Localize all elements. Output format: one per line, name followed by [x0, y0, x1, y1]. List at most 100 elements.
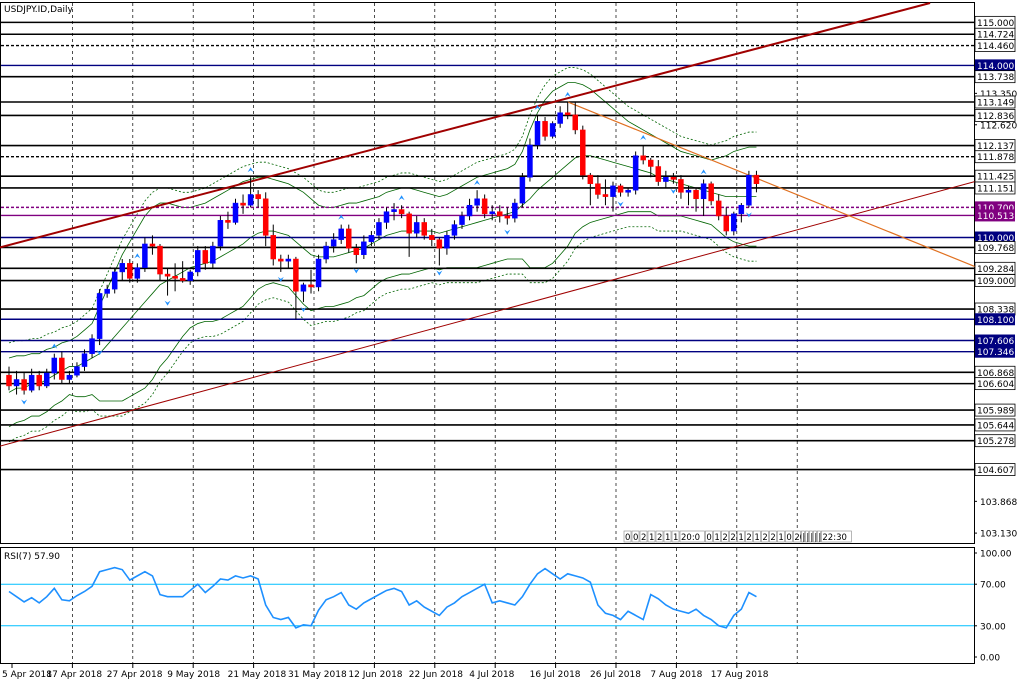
candle-body [225, 220, 231, 223]
tape-cell [639, 530, 648, 543]
price-tick-label: 112.836 [977, 112, 1014, 122]
candle-body [383, 211, 390, 223]
tape-cell-text: 20 [794, 533, 805, 543]
candle-body [625, 189, 631, 193]
tape-cell [785, 530, 793, 543]
candle-body [278, 258, 284, 262]
time-label: 21 May 2018 [228, 670, 287, 680]
candle-body [127, 263, 133, 279]
candle-body [489, 211, 495, 215]
tape-cell-text: 22:30 [822, 533, 847, 543]
price-label-box [974, 274, 1016, 287]
candle-body [413, 222, 420, 234]
tape-cell-text: 2 [762, 533, 767, 543]
candle-body [391, 209, 397, 212]
candle-body [580, 129, 586, 176]
time-label: 31 May 2018 [288, 670, 347, 680]
price-label-box [974, 70, 1016, 84]
candle-body [74, 366, 80, 376]
price-tick-label: 110.000 [977, 234, 1014, 244]
tape-cell [705, 530, 713, 543]
band-upper-outer [8, 67, 757, 344]
candle-body [202, 250, 209, 264]
price-tick-label: 105.644 [977, 421, 1014, 431]
candle-body [210, 245, 216, 264]
candle-body [481, 198, 488, 215]
price-tick-label: 113.350 [980, 90, 1017, 100]
price-tick-label: 109.284 [977, 265, 1014, 275]
trendlines[interactable] [0, 2, 984, 447]
price-label-box [974, 241, 1016, 254]
tape-cell [817, 530, 821, 543]
price-tick-label: 115.000 [977, 19, 1014, 29]
candle-body [270, 235, 276, 260]
candle-body [323, 245, 329, 260]
price-label-box [974, 109, 1016, 122]
candle-body [240, 202, 246, 206]
candle-body [172, 275, 178, 279]
price-tick-label: 114.000 [977, 62, 1014, 72]
tape-cell [671, 530, 680, 543]
candle-body [21, 379, 27, 391]
price-tick-label: 107.346 [977, 348, 1014, 358]
price-label-box [974, 463, 1016, 476]
candle-body [13, 379, 20, 387]
candle-body [179, 278, 186, 281]
candle-body [640, 155, 646, 161]
tape-cell-text: 2 [730, 533, 735, 543]
tape-cell [761, 530, 769, 543]
price-tick-label: 114.724 [977, 31, 1014, 41]
rsi-panel-frame [0, 547, 975, 664]
candle-body [753, 174, 760, 184]
band-lower-outer [8, 226, 757, 443]
bottom-tape: 0 0 2 1 2 1 1 20:0 0 1 2 2 1 2 1 2 2 1 0 20| | | | | 22:30 [623, 530, 852, 543]
candle-body [534, 121, 541, 146]
tape-cell-text: | [818, 533, 821, 543]
price-tick-label: 111.151 [977, 184, 1014, 194]
price-label-bg [975, 313, 1015, 326]
candle-body [504, 215, 511, 219]
tape-cell [753, 530, 761, 543]
candle-body [346, 228, 352, 249]
candle-body [104, 288, 110, 294]
candle-body [572, 114, 578, 131]
price-tick-label: 110.513 [977, 212, 1014, 222]
price-label-box [974, 434, 1016, 448]
candle-body [685, 189, 692, 193]
fractal-up [247, 167, 254, 173]
candle-body [376, 222, 382, 236]
candle-body [444, 235, 450, 249]
tape-cell-text: 2 [770, 533, 775, 543]
price-tick-label: 109.768 [977, 244, 1014, 254]
tape-cell-text: 1 [665, 533, 670, 543]
candle-body [119, 263, 125, 273]
price-label-box [974, 39, 1016, 52]
candle-body [398, 209, 405, 215]
tape-cell [721, 530, 729, 543]
tape-cell [663, 530, 672, 543]
candle-body [693, 189, 699, 200]
band-upper [8, 82, 757, 359]
tape-cell [655, 530, 664, 543]
fractal-markers [21, 91, 752, 405]
price-tick-label: 111.878 [977, 153, 1014, 163]
price-tick-label: 114.460 [977, 42, 1014, 52]
tape-cell [805, 530, 809, 543]
candle-body [300, 284, 307, 292]
fractal-down [436, 270, 443, 276]
price-tick-label: 103.130 [980, 530, 1017, 540]
rsi-tick-label: 0.00 [980, 654, 1000, 664]
price-tick-label: 112.137 [977, 142, 1014, 152]
candle-body [512, 202, 518, 219]
candle-body [293, 258, 299, 292]
fractal-up [700, 169, 707, 175]
candle-body [36, 374, 42, 387]
tape-cell [769, 530, 777, 543]
candle-body [678, 179, 684, 193]
candle-body [527, 144, 533, 178]
fractal-down [670, 188, 677, 194]
fractal-up [134, 253, 141, 259]
rsi-label: RSI(7) 57.90 [4, 552, 60, 562]
price-tick-label: 110.700 [977, 204, 1014, 214]
